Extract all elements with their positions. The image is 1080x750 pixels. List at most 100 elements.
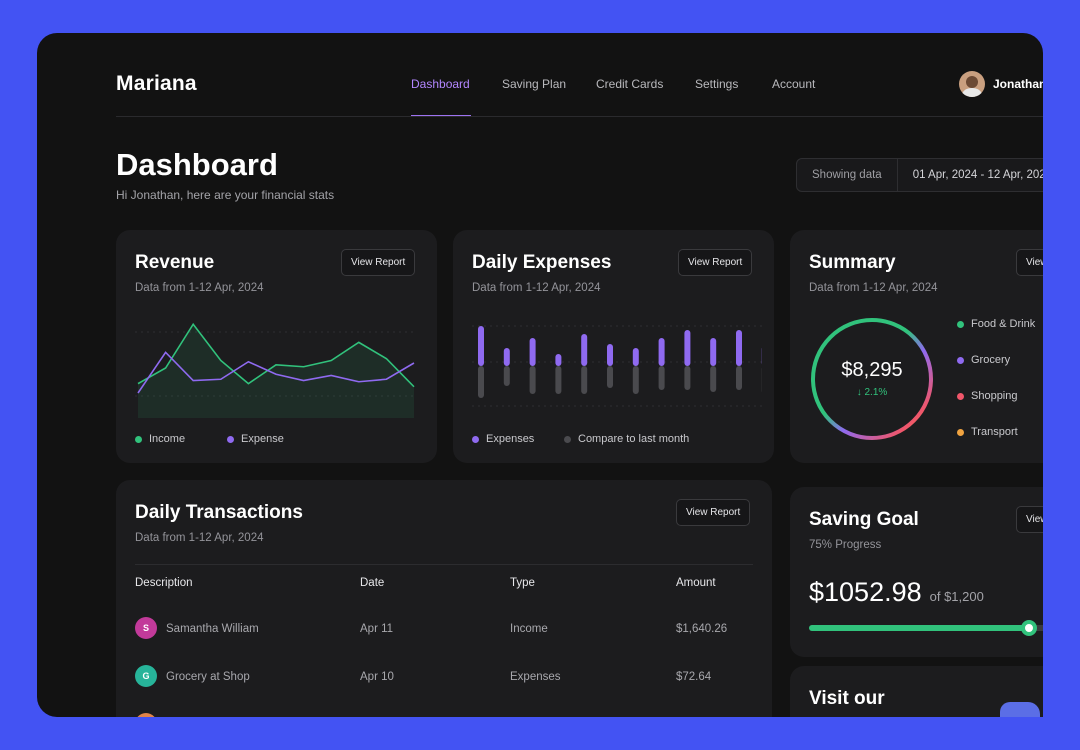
saving-goal-view-report-button[interactable]: View Report <box>1016 506 1043 533</box>
legend-expense: Expense <box>227 433 284 445</box>
nav-saving-plan[interactable]: Saving Plan <box>502 77 567 91</box>
nav-dashboard[interactable]: Dashboard <box>411 77 470 91</box>
user-menu[interactable]: Jonathan <box>959 71 1043 97</box>
legend-label: Income <box>149 433 186 445</box>
expenses-view-report-button[interactable]: View Report <box>678 249 753 276</box>
legend-expenses: Expenses <box>472 433 534 445</box>
legend-compare: Compare to last month <box>564 433 689 445</box>
summary-donut-chart <box>811 318 933 440</box>
category-label: Shopping <box>971 390 1018 402</box>
brand-logo[interactable]: Mariana <box>116 72 197 95</box>
user-name: Jonathan <box>993 77 1043 91</box>
nav-credit-cards[interactable]: Credit Cards <box>596 77 664 91</box>
category-grocery: Grocery <box>957 354 1010 366</box>
column-header-amount[interactable]: Amount <box>676 577 716 589</box>
daily-transactions-card: Daily Transactions Data from 1-12 Apr, 2… <box>116 480 772 717</box>
legend-dot <box>564 435 571 443</box>
summary-ring <box>811 318 933 440</box>
transactions-view-report-button[interactable]: View Report <box>676 499 751 526</box>
summary-title: Summary <box>809 252 896 273</box>
table-row[interactable]: G Grocery at Shop Apr 10 Expenses $72.64 <box>116 663 772 693</box>
legend-label: Expenses <box>486 433 535 445</box>
progress-fill <box>809 625 1029 631</box>
page-subtitle: Hi Jonathan, here are your financial sta… <box>116 188 335 202</box>
legend-dot <box>135 435 142 443</box>
avatar <box>959 71 985 97</box>
row-date: Apr 10 <box>360 671 394 683</box>
bar-compare-last-month <box>555 366 562 394</box>
column-header-date[interactable]: Date <box>360 577 385 589</box>
page-title: Dashboard <box>116 147 278 182</box>
category-food-drink: Food & Drink <box>957 318 1035 330</box>
category-shopping: Shopping <box>957 390 1018 402</box>
date-range-picker[interactable]: Showing data 01 Apr, 2024 - 12 Apr, 2024 <box>796 158 1043 192</box>
table-row[interactable]: S Samantha William Apr 11 Income $1,640.… <box>116 615 772 645</box>
bar-expenses <box>478 326 484 366</box>
saving-goal-progress-text: 75% Progress <box>809 539 882 551</box>
category-label: Transport <box>971 426 1018 438</box>
bar-compare-last-month <box>581 366 588 394</box>
summary-subtitle: Data from 1-12 Apr, 2024 <box>809 282 938 294</box>
daily-expenses-card: Daily Expenses Data from 1-12 Apr, 2024 … <box>453 230 774 463</box>
arrow-down-icon: ↓ <box>856 387 862 398</box>
legend-dot <box>227 435 234 443</box>
summary-total: $8,295 <box>841 359 903 381</box>
row-description: Samantha William <box>166 623 259 635</box>
saving-goal-target: of $1,200 <box>929 589 984 604</box>
category-label: Grocery <box>971 354 1011 366</box>
table-divider <box>135 564 753 565</box>
legend-dot <box>957 356 964 364</box>
bar-compare-last-month <box>632 366 639 394</box>
column-header-description[interactable]: Description <box>135 577 193 589</box>
row-amount: $72.64 <box>676 671 712 683</box>
legend-dot <box>957 428 964 436</box>
saving-goal-progress-bar <box>809 620 1043 636</box>
revenue-view-report-button[interactable]: View Report <box>341 249 416 276</box>
date-range-label: Showing data <box>797 159 898 191</box>
nav-account[interactable]: Account <box>772 77 816 91</box>
bar-compare-last-month <box>503 366 510 386</box>
bar-compare-last-month <box>607 366 613 388</box>
summary-card: Summary Data from 1-12 Apr, 2024 View Re… <box>790 230 1043 463</box>
bar-compare-last-month <box>684 366 691 390</box>
visit-card: Visit our <box>790 666 1043 717</box>
saving-goal-card: Saving Goal 75% Progress View Report $10… <box>790 487 1043 657</box>
category-transport: Transport <box>957 426 1018 438</box>
row-type: Expenses <box>510 671 561 683</box>
bar-expenses <box>581 334 588 366</box>
progress-handle[interactable] <box>1021 620 1037 636</box>
income-area <box>138 324 414 418</box>
row-date: Apr 11 <box>360 623 394 635</box>
saving-goal-title: Saving Goal <box>809 509 919 530</box>
visit-title: Visit our <box>809 688 885 709</box>
legend-label: Compare to last month <box>578 433 690 445</box>
bar-expenses <box>632 348 639 366</box>
saving-goal-amount-row: $1052.98 of $1,200 <box>809 577 984 608</box>
summary-change: ↓ 2.1% <box>809 387 935 398</box>
date-range-value[interactable]: 01 Apr, 2024 - 12 Apr, 2024 <box>912 169 1043 181</box>
nav-settings[interactable]: Settings <box>695 77 739 91</box>
app-window: Mariana Dashboard Saving Plan Credit Car… <box>37 33 1043 717</box>
summary-view-report-button[interactable]: View Report <box>1016 249 1043 276</box>
bar-compare-last-month <box>736 366 742 390</box>
legend-dot <box>957 320 964 328</box>
avatar <box>135 713 157 717</box>
row-description: Grocery at Shop <box>166 671 250 683</box>
series-line-income <box>137 322 415 388</box>
daily-expenses-bar-chart <box>472 325 762 407</box>
transactions-title: Daily Transactions <box>135 502 303 523</box>
expenses-subtitle: Data from 1-12 Apr, 2024 <box>472 282 601 294</box>
table-row[interactable] <box>116 711 772 717</box>
bar-compare-last-month <box>478 366 484 398</box>
legend-income: Income <box>135 433 185 445</box>
header-divider <box>116 116 1043 117</box>
avatar: G <box>135 665 157 687</box>
bar-expenses <box>684 330 691 366</box>
cloud-illustration <box>1000 702 1040 717</box>
revenue-subtitle: Data from 1-12 Apr, 2024 <box>135 282 264 294</box>
avatar: S <box>135 617 157 639</box>
bar-expenses <box>607 344 613 366</box>
revenue-card: Revenue Data from 1-12 Apr, 2024 View Re… <box>116 230 437 463</box>
bar-expenses <box>555 354 562 366</box>
column-header-type[interactable]: Type <box>510 577 535 589</box>
